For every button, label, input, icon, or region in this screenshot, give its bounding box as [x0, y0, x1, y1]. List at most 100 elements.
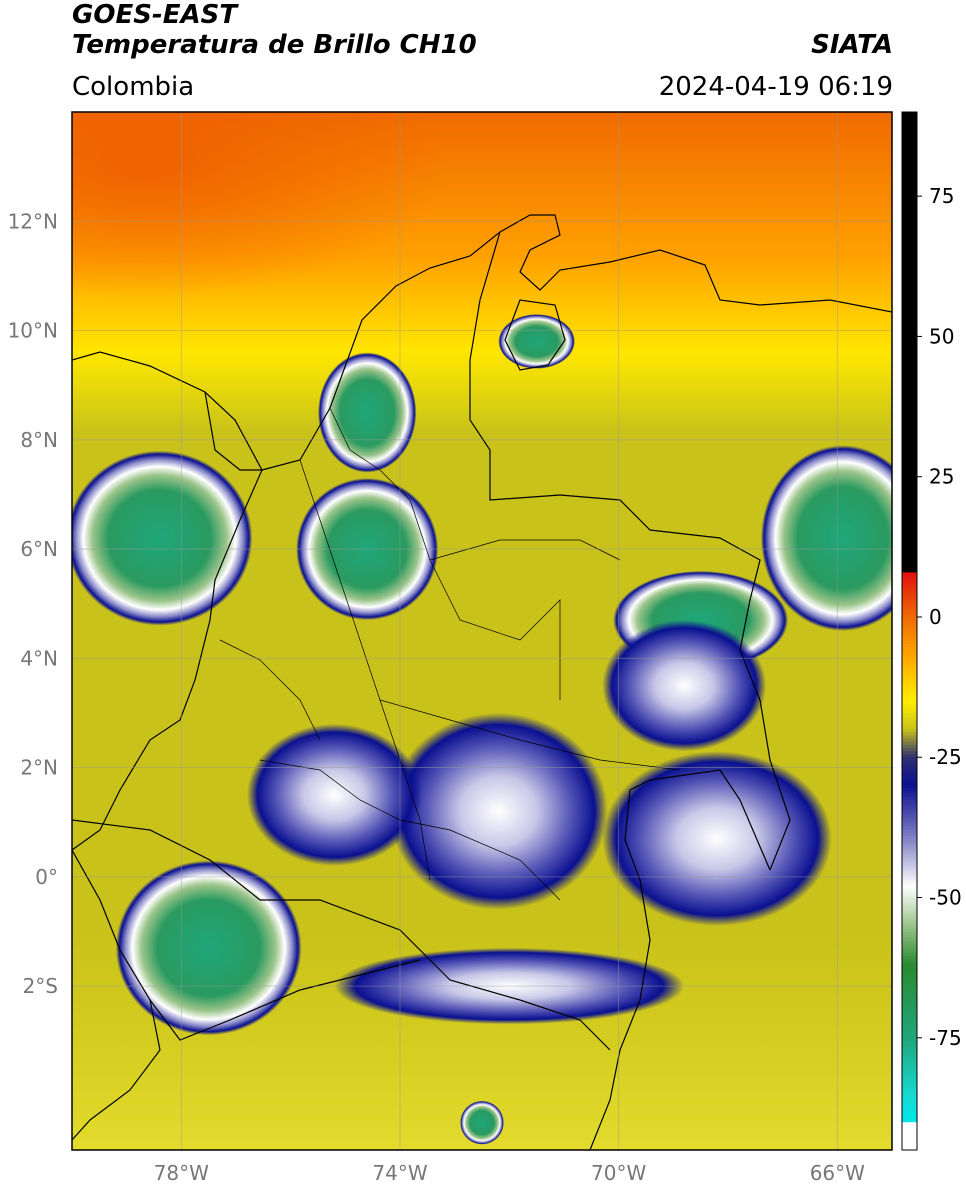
- colorbar-band: [902, 961, 917, 966]
- colorbar-band: [902, 178, 917, 182]
- map-hot-region: [72, 112, 572, 332]
- colorbar-band: [902, 578, 917, 583]
- colorbar-band: [902, 551, 917, 555]
- colorbar-band: [902, 523, 917, 528]
- colorbar-band: [902, 1076, 917, 1080]
- colorbar-band: [902, 403, 917, 408]
- colorbar-band: [902, 1143, 917, 1148]
- colorbar-band: [902, 738, 917, 743]
- colorbar-band: [902, 1037, 917, 1042]
- colorbar-band: [902, 868, 917, 872]
- convective-cloud: [602, 620, 767, 752]
- colorbar-band: [902, 785, 917, 789]
- panama-border: [204, 391, 262, 471]
- colorbar-band: [902, 1140, 917, 1145]
- colorbar-band: [902, 584, 917, 589]
- graticule: [72, 112, 892, 1150]
- colorbar-band: [902, 211, 917, 215]
- colorbar-band: [902, 1040, 917, 1045]
- colorbar-band: [902, 142, 917, 146]
- colorbar-band: [902, 986, 917, 990]
- colorbar-band: [902, 542, 917, 546]
- colorbar-band: [902, 472, 917, 477]
- colorbar-band: [902, 1112, 917, 1117]
- colorbar-band: [902, 689, 917, 693]
- colorbar-band: [902, 160, 917, 164]
- colorbar-band: [902, 313, 917, 318]
- colorbar-band: [902, 545, 917, 549]
- colorbar-band: [902, 442, 917, 447]
- colorbar-band: [902, 722, 917, 727]
- colorbar-band: [902, 412, 917, 417]
- colorbar-band: [902, 1046, 917, 1051]
- colorbar-band: [902, 367, 917, 372]
- colorbar-band: [902, 865, 917, 869]
- colorbar-band: [902, 895, 917, 899]
- colorbar-band: [902, 217, 917, 221]
- colorbar-band: [902, 803, 917, 807]
- colorbar-band: [902, 560, 917, 564]
- colorbar-band: [902, 421, 917, 426]
- colorbar-band: [902, 127, 917, 131]
- colorbar-band: [902, 581, 917, 586]
- colorbar-band: [902, 910, 917, 915]
- colorbar-band: [902, 181, 917, 185]
- colorbar-band: [902, 532, 917, 537]
- colorbar-band: [902, 400, 917, 405]
- colorbar-band: [902, 637, 917, 642]
- colorbar-band: [902, 520, 917, 525]
- colorbar-band: [902, 388, 917, 393]
- dept-line: [299, 459, 431, 881]
- colorbar-tick-label: 25: [929, 465, 954, 489]
- colorbar-band: [902, 1109, 917, 1114]
- colorbar-band: [902, 376, 917, 381]
- colorbar-band: [902, 250, 917, 254]
- colorbar-band: [902, 1010, 917, 1015]
- colorbar-band: [902, 928, 917, 933]
- cold-cloud-top: [760, 445, 892, 631]
- colorbar-band: [902, 385, 917, 390]
- dept-line: [219, 639, 321, 741]
- colorbar-band: [902, 427, 917, 432]
- colorbar-band: [902, 325, 917, 330]
- colorbar-tick-label: -50: [929, 886, 962, 910]
- colorbar-band: [902, 283, 917, 288]
- colorbar-band: [902, 964, 917, 969]
- lat-tick-labels: 12°N 10°N 8°N 6°N 4°N 2°N 0° 2°S: [8, 209, 58, 998]
- colorbar-band: [902, 913, 917, 918]
- colorbar-band: [902, 880, 917, 884]
- colorbar-band: [902, 608, 917, 612]
- colorbar-band: [902, 1131, 917, 1136]
- colorbar-band: [902, 1115, 917, 1120]
- colorbar-band: [902, 977, 917, 981]
- colorbar-band: [902, 658, 917, 663]
- colombia-venezuela-border: [469, 231, 791, 871]
- colorbar-band: [902, 352, 917, 357]
- colorbar-band: [902, 1013, 917, 1018]
- colorbar-band: [902, 946, 917, 951]
- colorbar-band: [902, 763, 917, 768]
- colorbar-band: [902, 667, 917, 672]
- colorbar-band: [902, 713, 917, 718]
- colorbar-band: [902, 850, 917, 854]
- colorbar-band: [902, 436, 917, 441]
- colorbar-band: [902, 199, 917, 203]
- colorbar-band: [902, 406, 917, 411]
- colorbar-band: [902, 241, 917, 245]
- colorbar-band: [902, 683, 917, 687]
- colorbar-band: [902, 716, 917, 721]
- colorbar-band: [902, 439, 917, 444]
- colorbar-band: [902, 205, 917, 209]
- colorbar-band: [902, 823, 917, 828]
- colorbar-band: [902, 190, 917, 194]
- colorbar-band: [902, 208, 917, 212]
- colorbar-band: [902, 136, 917, 140]
- colorbar-band: [902, 319, 917, 324]
- colorbar-band: [902, 832, 917, 837]
- colorbar-band: [902, 955, 917, 960]
- colorbar-band: [902, 529, 917, 534]
- colorbar-band: [902, 989, 917, 993]
- colorbar-band: [902, 112, 917, 116]
- colorbar-band: [902, 1064, 917, 1068]
- colorbar-band: [902, 590, 917, 594]
